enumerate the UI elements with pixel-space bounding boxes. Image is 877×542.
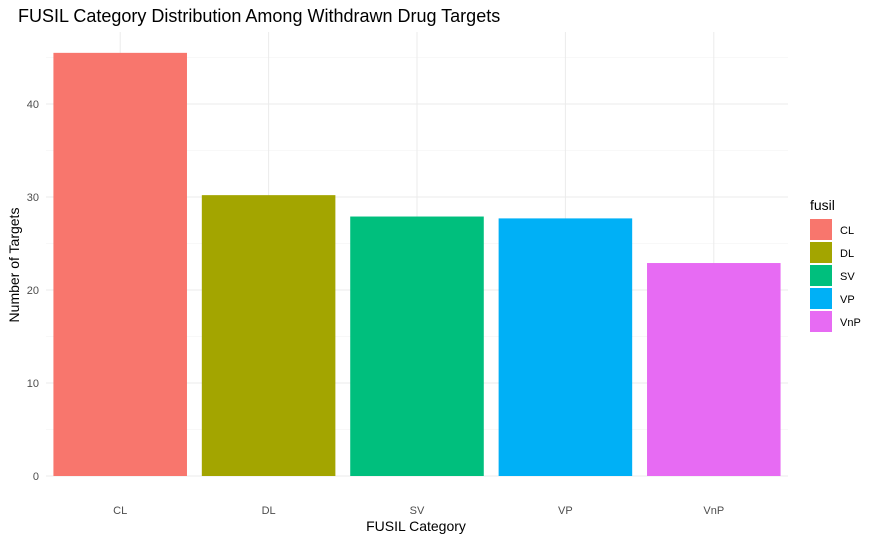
- bar-cl: [53, 52, 187, 476]
- legend-key-sv: [810, 265, 832, 286]
- bar-sv: [350, 216, 484, 476]
- x-tick-label: SV: [410, 505, 425, 517]
- x-tick-label: VnP: [703, 505, 724, 517]
- bars: [53, 52, 781, 476]
- legend-label: CL: [840, 225, 854, 237]
- bar-vp: [498, 218, 633, 476]
- y-axis-ticks: 0 10 20 30 40: [27, 99, 39, 483]
- legend-label: VnP: [840, 317, 861, 329]
- y-tick-label: 0: [33, 471, 39, 483]
- x-tick-label: VP: [558, 505, 573, 517]
- y-axis-title: Number of Targets: [6, 208, 22, 323]
- y-tick-label: 10: [27, 378, 39, 390]
- legend-key-vp: [810, 288, 832, 309]
- legend-label: VP: [840, 294, 855, 306]
- legend-title: fusil: [810, 197, 835, 213]
- bar-dl: [201, 195, 336, 476]
- legend-label: DL: [840, 248, 854, 260]
- legend-key-cl: [810, 219, 832, 240]
- legend-label: SV: [840, 271, 855, 283]
- chart-title: FUSIL Category Distribution Among Withdr…: [18, 6, 500, 26]
- bar-vnp: [647, 263, 781, 476]
- y-tick-label: 30: [27, 192, 39, 204]
- x-axis-title: FUSIL Category: [366, 518, 466, 534]
- legend-key-dl: [810, 242, 832, 263]
- legend: fusil CL DL SV VP VnP: [810, 197, 861, 332]
- x-axis-ticks: CL DL SV VP VnP: [113, 505, 724, 517]
- legend-key-vnp: [810, 311, 832, 332]
- y-tick-label: 40: [27, 99, 39, 111]
- y-tick-label: 20: [27, 285, 39, 297]
- x-tick-label: CL: [113, 505, 127, 517]
- x-tick-label: DL: [262, 505, 276, 517]
